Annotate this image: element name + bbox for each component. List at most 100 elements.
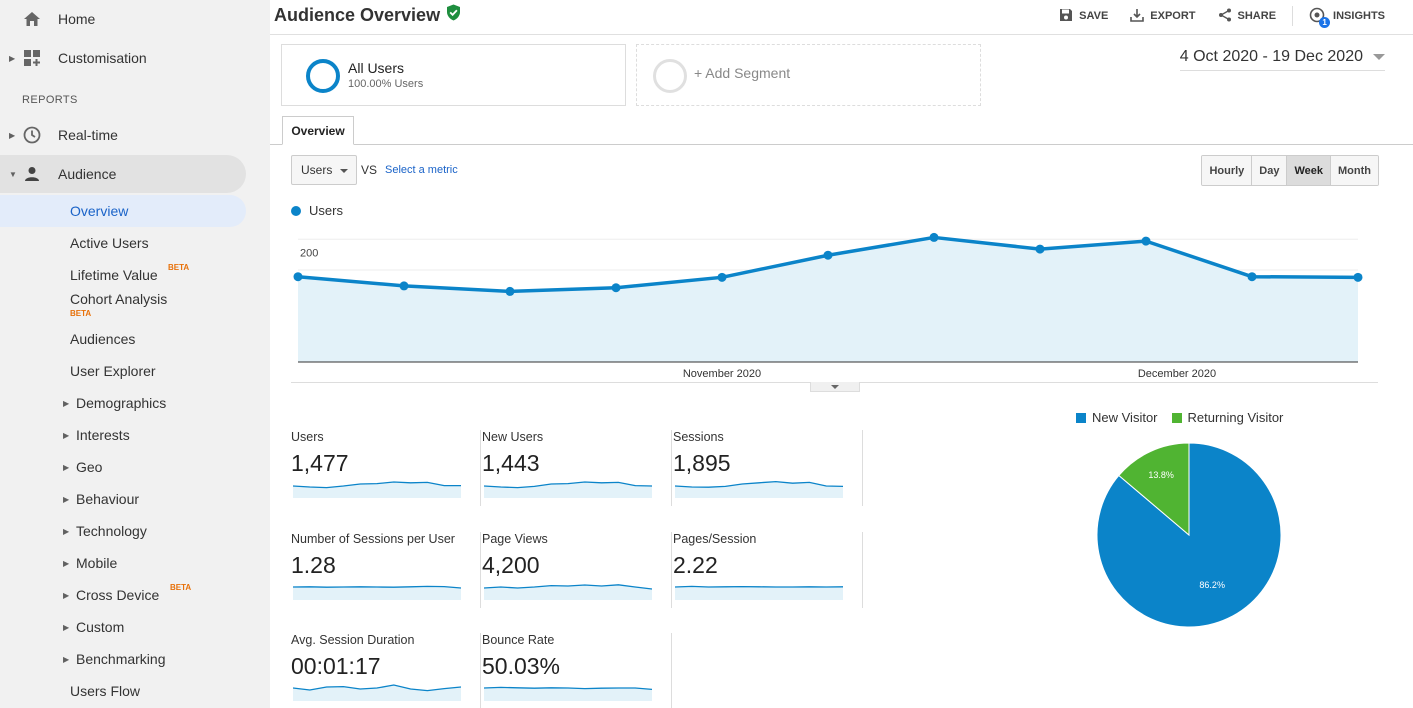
sidebar-item-geo[interactable]: ▶ Geo	[0, 451, 246, 483]
nav-home[interactable]: Home	[0, 0, 246, 38]
sidebar-item-label: Geo	[76, 459, 103, 475]
vs-label: VS	[361, 163, 378, 177]
nav-realtime[interactable]: ▶ Real-time	[0, 116, 246, 154]
tab-overview[interactable]: Overview	[282, 116, 354, 145]
metric-divider	[480, 430, 481, 506]
legend-swatch	[1171, 412, 1182, 423]
data-point[interactable]	[1247, 272, 1257, 282]
sparkline-area	[484, 482, 652, 498]
metric-label: Avg. Session Duration	[291, 633, 415, 647]
metric-divider	[671, 430, 672, 506]
page-title: Audience Overview	[274, 4, 441, 25]
pie-slice-new-visitor[interactable]	[1096, 442, 1282, 628]
sidebar-item-overview[interactable]: Overview	[0, 195, 246, 227]
sparkline-area	[293, 482, 461, 498]
nav-audience-label: Audience	[58, 166, 117, 182]
insights-button[interactable]: 1 INSIGHTS	[1309, 7, 1385, 28]
data-point[interactable]	[505, 286, 515, 296]
header-actions: SAVE EXPORT SHARE 1 INSIGHTS	[1037, 6, 1413, 28]
x-tick-label: December 2020	[1138, 368, 1216, 380]
sidebar-item-custom[interactable]: ▶ Custom	[0, 611, 246, 643]
sidebar-item-label: Users Flow	[70, 683, 141, 699]
legend-swatch	[1076, 412, 1086, 423]
metric-value: 1,443	[482, 450, 540, 476]
insights-icon: 1	[1309, 7, 1331, 28]
sidebar-item-audiences[interactable]: Audiences	[0, 323, 246, 355]
pie-slice-returning-visitor[interactable]	[1118, 442, 1190, 537]
pie-legend-new-label: New Visitor	[1092, 410, 1158, 425]
add-segment-label: + Add Segment	[694, 65, 791, 81]
sidebar-item-cross-device[interactable]: ▶ Cross Device BETA	[0, 579, 246, 611]
interval-day-button[interactable]: Day	[1251, 156, 1287, 185]
data-point[interactable]	[929, 232, 939, 242]
interval-week-button[interactable]: Week	[1286, 156, 1331, 185]
sidebar-item-user-explorer[interactable]: User Explorer	[0, 355, 246, 387]
metric-label: Number of Sessions per User	[291, 532, 455, 546]
sparkline-area	[293, 685, 461, 701]
chart-legend: Users	[291, 203, 343, 218]
home-icon	[22, 9, 42, 29]
sidebar-item-demographics[interactable]: ▶ Demographics	[0, 387, 246, 419]
page-title-wrap: Audience Overview	[274, 4, 461, 26]
metric-divider	[862, 430, 863, 506]
sidebar-item-cohort-analysis[interactable]: Cohort Analysis BETA	[0, 290, 246, 328]
segment-name: All Users	[348, 60, 405, 76]
sidebar-item-label: Technology	[76, 523, 147, 539]
date-range-picker[interactable]: 4 Oct 2020 - 19 Dec 2020	[1179, 48, 1385, 71]
sparkline-line	[293, 585, 461, 589]
dashboard-grid-icon	[22, 48, 42, 68]
add-segment-button[interactable]: + Add Segment	[636, 44, 981, 106]
metric-value: 1.28	[291, 552, 336, 578]
sidebar-item-benchmarking[interactable]: ▶ Benchmarking	[0, 643, 246, 675]
data-point[interactable]	[823, 250, 833, 260]
pie-legend-new: New Visitor	[1076, 410, 1158, 425]
select-metric-link[interactable]: Select a metric	[385, 164, 458, 176]
nav-customisation-label: Customisation	[58, 50, 147, 66]
sparkline-line	[484, 686, 652, 691]
metric-label: Bounce Rate	[482, 633, 555, 647]
data-point[interactable]	[717, 272, 727, 282]
collapse-chart-button[interactable]	[810, 382, 860, 392]
sidebar-item-lifetime-value[interactable]: Lifetime Value BETA	[0, 259, 246, 291]
save-label: SAVE	[1079, 10, 1109, 22]
data-point[interactable]	[1035, 244, 1045, 254]
sidebar-item-interests[interactable]: ▶ Interests	[0, 419, 246, 451]
caret-down-icon: ▼	[9, 169, 17, 179]
caret-right-icon: ▶	[9, 53, 16, 63]
action-divider	[1292, 6, 1294, 26]
data-point[interactable]	[611, 283, 621, 293]
segment-all-users[interactable]: All Users 100.00% Users	[281, 44, 626, 106]
nav-customisation[interactable]: ▶ Customisation	[0, 39, 246, 77]
sidebar-item-users-flow[interactable]: Users Flow	[0, 675, 246, 707]
metric-page-views: Page Views 4,200	[482, 532, 672, 608]
caret-right-icon: ▶	[63, 590, 70, 600]
save-button[interactable]: SAVE	[1059, 8, 1108, 25]
data-point[interactable]	[293, 272, 303, 282]
metric-label: Users	[291, 430, 324, 444]
share-button[interactable]: SHARE	[1218, 8, 1276, 25]
pie-legend: New Visitor Returning Visitor	[1076, 410, 1283, 425]
y-tick-label: 200	[300, 247, 318, 259]
sidebar-item-active-users[interactable]: Active Users	[0, 227, 246, 259]
interval-month-button[interactable]: Month	[1330, 156, 1378, 185]
export-button[interactable]: EXPORT	[1130, 8, 1196, 25]
sidebar-item-label: Mobile	[76, 555, 118, 571]
data-point[interactable]	[1353, 272, 1363, 282]
beta-badge: BETA	[170, 583, 192, 592]
nav-audience[interactable]: ▼ Audience	[0, 155, 246, 193]
data-point[interactable]	[1141, 236, 1151, 246]
metric-divider	[671, 633, 672, 708]
area-fill	[298, 237, 1358, 362]
sidebar-item-label: Custom	[76, 619, 125, 635]
sidebar-item-behaviour[interactable]: ▶ Behaviour	[0, 483, 246, 515]
metric-divider	[862, 532, 863, 608]
sidebar-item-mobile[interactable]: ▶ Mobile	[0, 547, 246, 579]
data-point[interactable]	[399, 281, 409, 291]
metric-select[interactable]: Users	[291, 155, 357, 185]
chevron-down-icon	[1373, 54, 1385, 60]
sidebar-item-label: Demographics	[76, 395, 167, 411]
metric-value: 1,895	[673, 450, 731, 476]
interval-hourly-button[interactable]: Hourly	[1202, 156, 1252, 185]
sidebar-item-technology[interactable]: ▶ Technology	[0, 515, 246, 547]
